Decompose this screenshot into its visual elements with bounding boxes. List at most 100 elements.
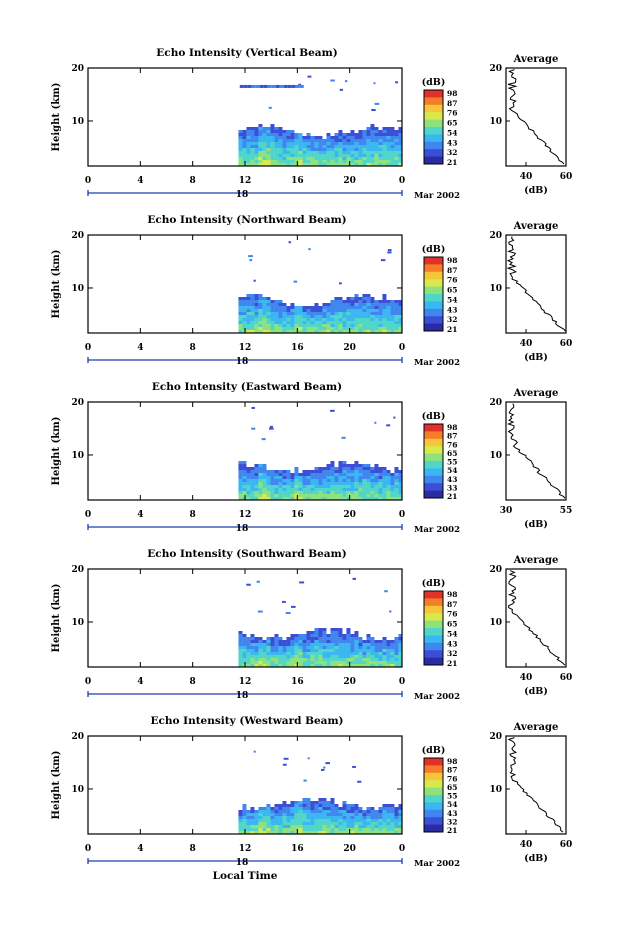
- heatmap-cell: [322, 324, 327, 327]
- heatmap-cell: [362, 643, 367, 646]
- heatmap-cell: [338, 813, 343, 816]
- heatmap-cell: [310, 801, 315, 804]
- heatmap-cell: [366, 658, 371, 661]
- heatmap-cell: [310, 491, 315, 494]
- heatmap-cell: [274, 643, 279, 646]
- heatmap-cell: [362, 491, 367, 494]
- heatmap-cell: [354, 661, 359, 664]
- heatmap-cell: [262, 807, 267, 810]
- heatmap-cell: [262, 157, 267, 160]
- heatmap-cell: [362, 309, 367, 312]
- heatmap-cell: [334, 655, 339, 658]
- heatmap-cell: [390, 145, 395, 148]
- heatmap-cell: [374, 327, 379, 330]
- heatmap-cell: [290, 661, 295, 664]
- colorbar-segment: [424, 650, 443, 659]
- heatmap-cell: [382, 315, 387, 318]
- heatmap-cell: [242, 145, 247, 148]
- heatmap-cell: [310, 139, 315, 142]
- heatmap-cell: [350, 324, 355, 327]
- heatmap-cell: [382, 664, 387, 667]
- heatmap-cell: [338, 494, 343, 497]
- heatmap-cell: [302, 828, 307, 831]
- heatmap-cell: [350, 464, 355, 467]
- heatmap-cell: [246, 828, 251, 831]
- heatmap-cell: [250, 148, 255, 151]
- heatmap-cell: [334, 637, 339, 640]
- heatmap-cell: [306, 637, 311, 640]
- heatmap-cell: [266, 813, 271, 816]
- heatmap-cell: [254, 813, 259, 816]
- heatmap-cell: [238, 136, 243, 139]
- heatmap-cell: [398, 145, 403, 148]
- heatmap-cell: [398, 643, 403, 646]
- heatmap-cell: [258, 330, 263, 333]
- heatmap-cell: [350, 482, 355, 485]
- heatmap-cell: [330, 470, 335, 473]
- x-tick-label: 16: [291, 677, 304, 687]
- heatmap-cell: [386, 825, 391, 828]
- heatmap-cell: [386, 470, 391, 473]
- heatmap-cell: [262, 828, 267, 831]
- heatmap-cell: [262, 148, 267, 151]
- heatmap-cell: [338, 300, 343, 303]
- heatmap-cell: [262, 151, 267, 154]
- heatmap-cell: [346, 467, 351, 470]
- heatmap-cell: [298, 664, 303, 667]
- colorbar-tick-label: 21: [447, 659, 457, 668]
- heatmap-cell: [362, 825, 367, 828]
- heatmap-cell: [274, 163, 279, 166]
- heatmap-cell: [238, 631, 243, 634]
- heatmap-cell: [246, 822, 251, 825]
- heatmap-cell: [254, 145, 259, 148]
- heatmap-cell: [378, 163, 383, 166]
- heatmap-cell: [262, 139, 267, 142]
- heatmap-cell: [294, 497, 299, 500]
- heatmap-cell: [258, 643, 263, 646]
- heatmap-cell: [282, 315, 287, 318]
- heatmap-cell: [262, 646, 267, 649]
- heatmap-cell: [250, 163, 255, 166]
- heatmap-cell: [274, 825, 279, 828]
- heatmap-cell: [242, 661, 247, 664]
- heatmap-cell: [382, 637, 387, 640]
- heatmap-cell: [354, 148, 359, 151]
- heatmap-cell: [266, 145, 271, 148]
- heatmap-cell: [270, 664, 275, 667]
- heatmap-cell: [314, 628, 319, 631]
- heatmap-cell: [266, 142, 271, 145]
- heatmap-cell: [274, 321, 279, 324]
- heatmap-cell: [346, 649, 351, 652]
- heatmap-cell: [266, 130, 271, 133]
- heatmap-cell: [382, 658, 387, 661]
- heatmap-cell: [378, 649, 383, 652]
- heatmap-cell: [262, 485, 267, 488]
- heatmap-cell: [302, 306, 307, 309]
- heatmap-cell: [330, 637, 335, 640]
- colorbar-segment: [424, 453, 443, 462]
- heatmap-cell: [294, 479, 299, 482]
- heatmap-cell: [258, 819, 263, 822]
- heatmap-cell: [366, 813, 371, 816]
- x-tick-label: 0: [85, 176, 91, 186]
- heatmap-cell: [342, 306, 347, 309]
- heatmap-cell: [398, 652, 403, 655]
- heatmap-cell: [318, 321, 323, 324]
- heatmap-cell: [278, 309, 283, 312]
- heatmap-cell: [298, 640, 303, 643]
- heatmap-cell: [302, 476, 307, 479]
- heatmap-cell: [270, 163, 275, 166]
- heatmap-cell: [242, 655, 247, 658]
- heatmap-cell: [290, 491, 295, 494]
- heatmap-cell: [290, 136, 295, 139]
- heatmap-cell: [322, 640, 327, 643]
- heatmap-cell: [250, 127, 255, 130]
- heatmap-cell: [374, 652, 379, 655]
- heatmap-cell: [374, 154, 379, 157]
- heatmap-cell: [254, 312, 259, 315]
- heatmap-cell: [266, 658, 271, 661]
- heatmap-cell: [394, 646, 399, 649]
- heatmap-cell: [254, 127, 259, 130]
- heatmap-cell: [382, 810, 387, 813]
- heatmap-cell: [334, 631, 339, 634]
